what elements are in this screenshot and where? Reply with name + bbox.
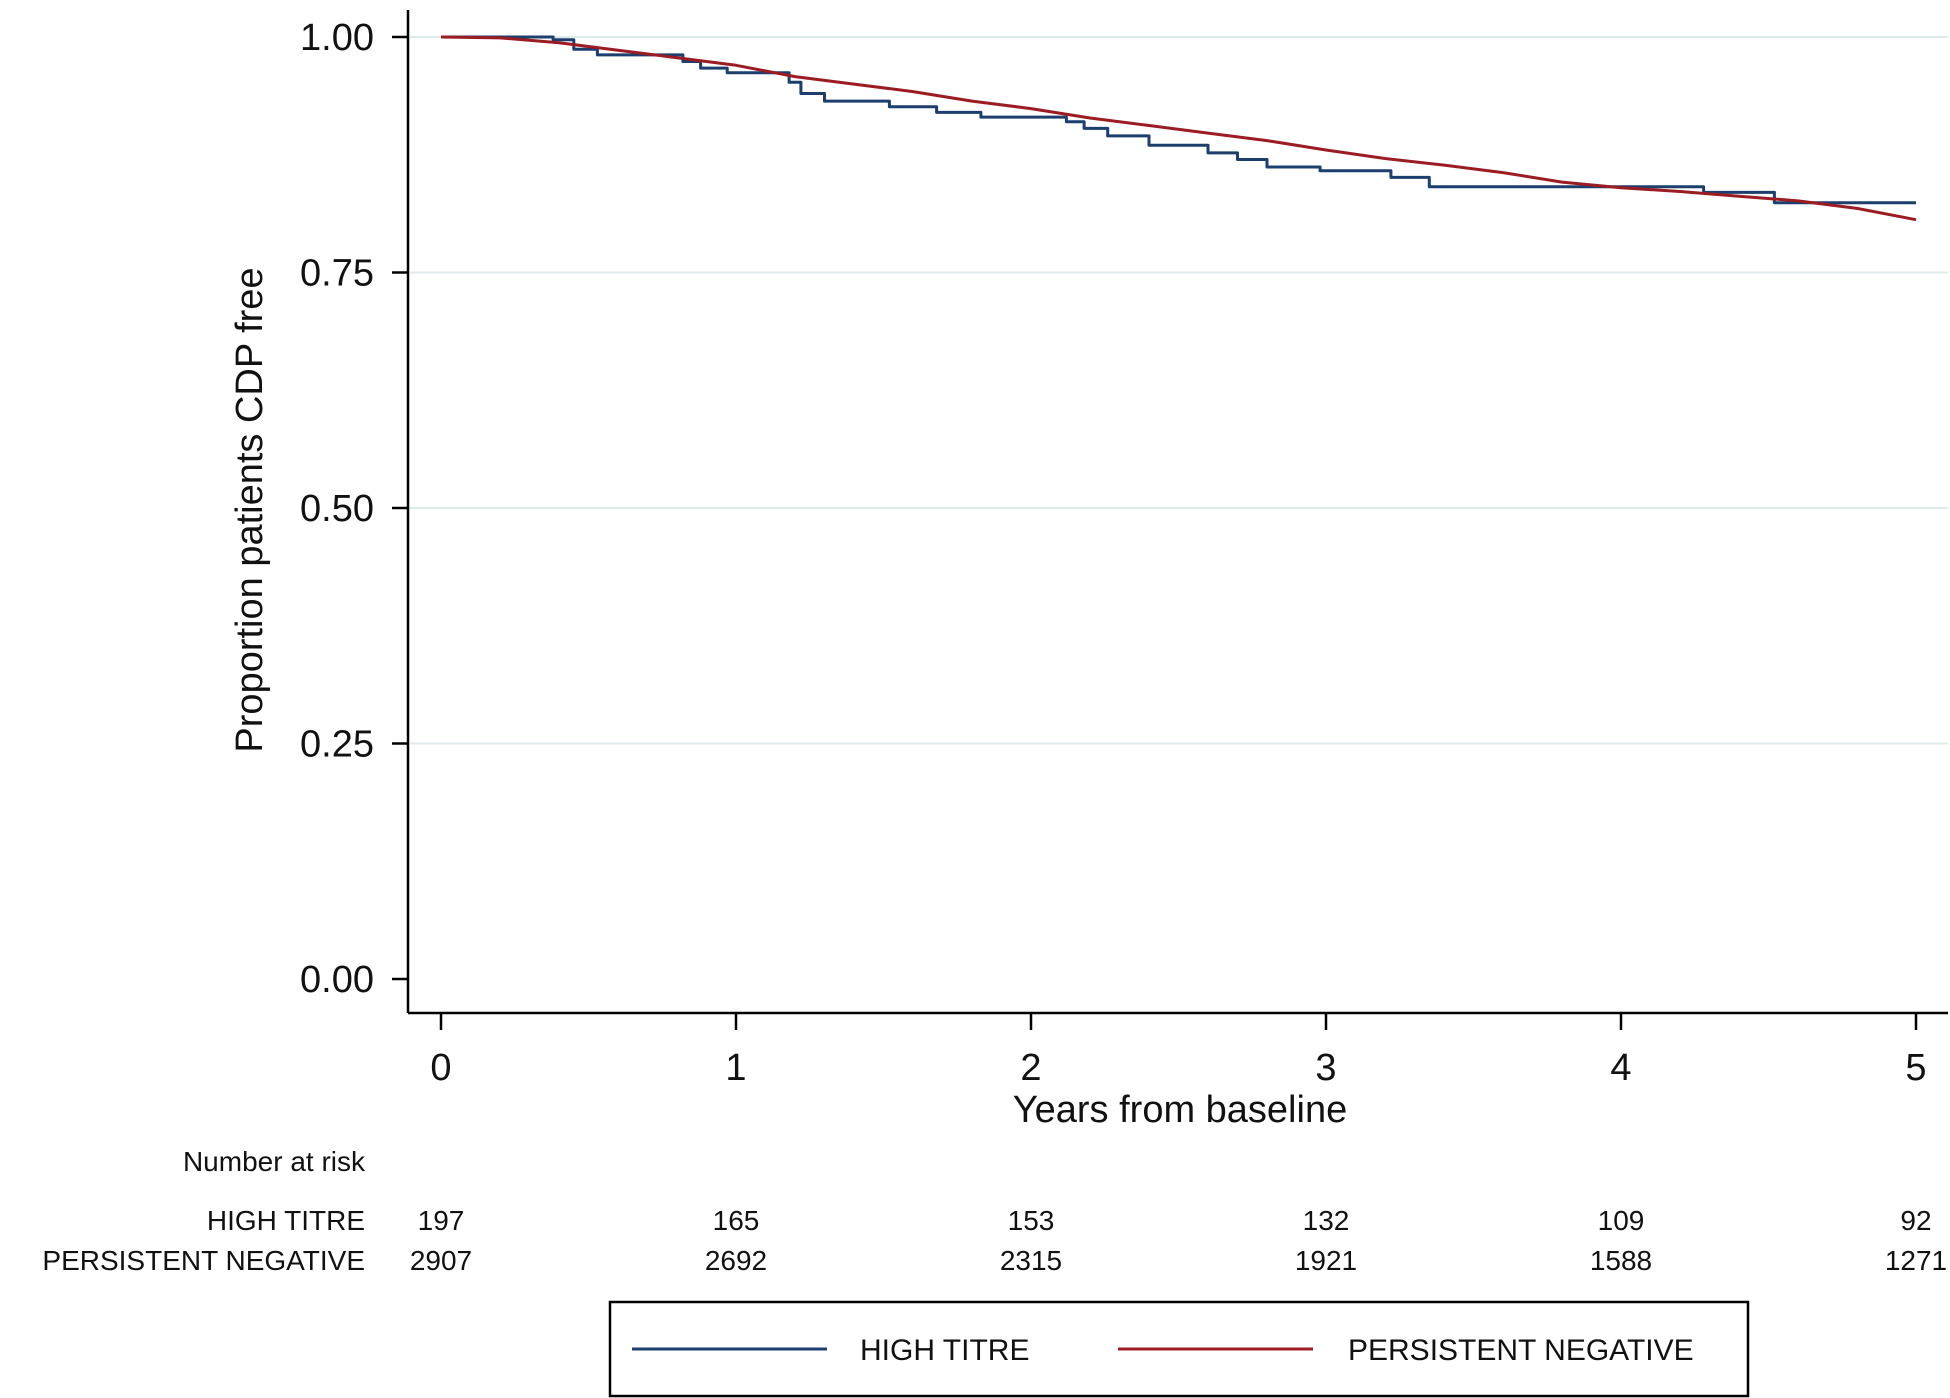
series-line-persistent-negative — [440, 35, 1917, 222]
x-tick-label: 4 — [1610, 1047, 1631, 1089]
risk-count: 153 — [1008, 1205, 1055, 1236]
y-ticks: 0.00 0.25 0.50 0.75 1.00 — [300, 17, 408, 1001]
x-tick-label: 5 — [1905, 1047, 1926, 1089]
x-tick-label: 1 — [725, 1047, 746, 1089]
series-line-high-titre — [441, 35, 1916, 205]
risk-count: 109 — [1598, 1205, 1645, 1236]
x-tick-label: 0 — [430, 1047, 451, 1089]
x-axis-title: Years from baseline — [1013, 1089, 1347, 1131]
risk-count: 165 — [713, 1205, 760, 1236]
series-lines — [440, 35, 1917, 222]
x-ticks: 0 1 2 3 4 5 — [430, 1013, 1927, 1089]
legend-label: HIGH TITRE — [860, 1334, 1029, 1367]
x-tick-label: 3 — [1315, 1047, 1336, 1089]
x-tick-label: 2 — [1020, 1047, 1041, 1089]
y-tick-label: 0.75 — [300, 253, 374, 295]
legend-label: PERSISTENT NEGATIVE — [1348, 1334, 1694, 1367]
risk-count: 1271 — [1885, 1245, 1947, 1276]
risk-count: 2692 — [705, 1245, 767, 1276]
risk-count: 2907 — [410, 1245, 472, 1276]
y-tick-label: 0.25 — [300, 724, 374, 766]
risk-count: 2315 — [1000, 1245, 1062, 1276]
risk-row-label: HIGH TITRE — [207, 1205, 365, 1236]
number-at-risk-table: Number at risk HIGH TITRE 197 165 153 132 109… — [42, 1146, 1947, 1276]
risk-count: 132 — [1303, 1205, 1350, 1236]
number-at-risk-title: Number at risk — [183, 1146, 366, 1177]
gridlines — [410, 36, 1948, 745]
axes — [406, 10, 1948, 1015]
y-axis-title: Proportion patients CDP free — [229, 267, 271, 752]
risk-row-label: PERSISTENT NEGATIVE — [42, 1245, 365, 1276]
y-tick-label: 0.50 — [300, 488, 374, 530]
risk-count: 197 — [418, 1205, 465, 1236]
y-tick-label: 0.00 — [300, 959, 374, 1001]
risk-count: 1588 — [1590, 1245, 1652, 1276]
y-tick-label: 1.00 — [300, 17, 374, 59]
risk-count: 92 — [1900, 1205, 1931, 1236]
risk-count: 1921 — [1295, 1245, 1357, 1276]
legend: HIGH TITRE PERSISTENT NEGATIVE — [608, 1300, 1750, 1398]
